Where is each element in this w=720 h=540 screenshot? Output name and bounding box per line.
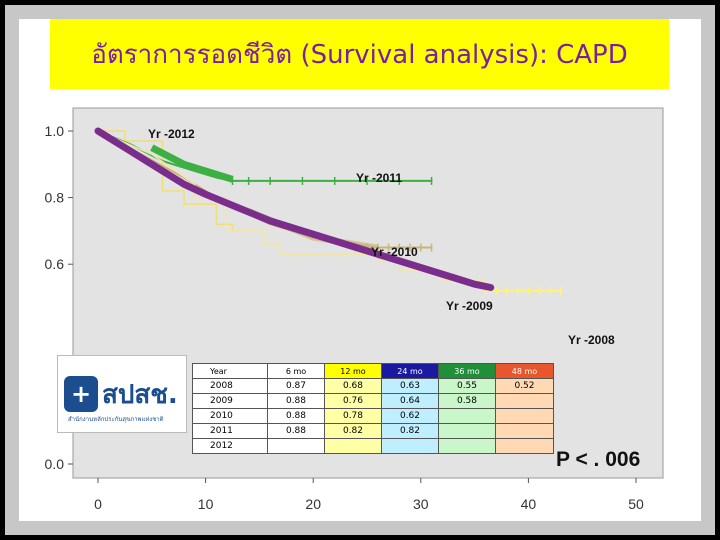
table-cell: 2010	[192, 408, 268, 424]
table-cell	[438, 408, 496, 424]
survival-table: Year 6 mo 12 mo 24 mo 36 mo 48 mo 2008 0…	[192, 363, 554, 454]
table-cell: 2011	[192, 423, 268, 439]
header-12mo: 12 mo	[324, 363, 382, 379]
x-tick-label: 30	[413, 496, 429, 512]
table-cell	[438, 423, 496, 439]
table-cell	[495, 423, 554, 439]
table-cell	[495, 438, 554, 454]
p-value-label: P < . 006	[556, 448, 641, 471]
series-annotation: Yr -2012	[148, 127, 195, 141]
header-36mo: 36 mo	[438, 363, 496, 379]
table-cell	[381, 438, 439, 454]
table-cell: 0.58	[438, 393, 496, 409]
series-annotation: Yr -2011	[356, 171, 402, 185]
header-6mo: 6 mo	[267, 363, 325, 379]
table-cell: 0.87	[267, 378, 325, 394]
header-24mo: 24 mo	[381, 363, 439, 379]
series-annotation: Yr -2009	[446, 299, 493, 313]
x-tick-label: 0	[94, 496, 102, 512]
table-cell: 0.88	[267, 408, 325, 424]
y-tick-label: 1.0	[45, 123, 65, 139]
table-row: 2012	[192, 438, 554, 454]
series-line	[97, 130, 234, 232]
health-cross-icon: +	[64, 376, 98, 412]
y-tick-label: 0.0	[45, 456, 65, 472]
table-cell: 0.88	[267, 393, 325, 409]
y-tick-label: 0.8	[45, 190, 65, 206]
title-bar: อัตราการรอดชีวิต (Survival analysis): CA…	[50, 19, 669, 89]
table-cell: 2012	[192, 438, 268, 454]
table-cell: 0.68	[324, 378, 382, 394]
table-cell: 0.78	[324, 408, 382, 424]
table-cell	[438, 438, 496, 454]
table-cell: 0.88	[267, 423, 325, 439]
table-row: 2011 0.88 0.82 0.82	[192, 423, 554, 439]
table-cell: 0.62	[381, 408, 439, 424]
table-cell: 2009	[192, 393, 268, 409]
logo-text: สปสช.	[102, 379, 178, 410]
x-tick-label: 10	[198, 496, 214, 512]
series-band	[150, 144, 234, 183]
table-cell: 0.82	[381, 423, 439, 439]
table-row: 2010 0.88 0.78 0.62	[192, 408, 554, 424]
series-annotation: Yr -2008	[568, 333, 615, 347]
table-cell: 2008	[192, 378, 268, 394]
header-48mo: 48 mo	[495, 363, 554, 379]
table-cell	[495, 408, 554, 424]
table-row: 2008 0.87 0.68 0.63 0.55 0.52	[192, 378, 554, 394]
table-cell: 0.76	[324, 393, 382, 409]
table-cell	[324, 438, 382, 454]
series-line	[94, 127, 495, 291]
x-tick-label: 40	[521, 496, 537, 512]
logo-subtext: สำนักงานหลักประกันสุขภาพแห่งชาติ	[68, 416, 164, 423]
series-annotation: Yr -2010	[371, 245, 418, 259]
header-year: Year	[192, 363, 268, 379]
x-tick-label: 50	[628, 496, 644, 512]
table-cell: 0.55	[438, 378, 496, 394]
table-cell: 0.63	[381, 378, 439, 394]
table-cell: 0.52	[495, 378, 554, 394]
nhso-logo: + สปสช. สำนักงานหลักประกันสุขภาพแห่งชาติ	[57, 355, 187, 433]
y-tick-label: 0.6	[45, 256, 65, 272]
table-row: 2009 0.88 0.76 0.64 0.58	[192, 393, 554, 409]
table-cell	[267, 438, 325, 454]
table-header-row: Year 6 mo 12 mo 24 mo 36 mo 48 mo	[192, 363, 554, 379]
x-tick-label: 20	[305, 496, 321, 512]
table-cell: 0.82	[324, 423, 382, 439]
table-cell: 0.64	[381, 393, 439, 409]
slide-title: อัตราการรอดชีวิต (Survival analysis): CA…	[91, 39, 628, 70]
table-cell	[495, 393, 554, 409]
